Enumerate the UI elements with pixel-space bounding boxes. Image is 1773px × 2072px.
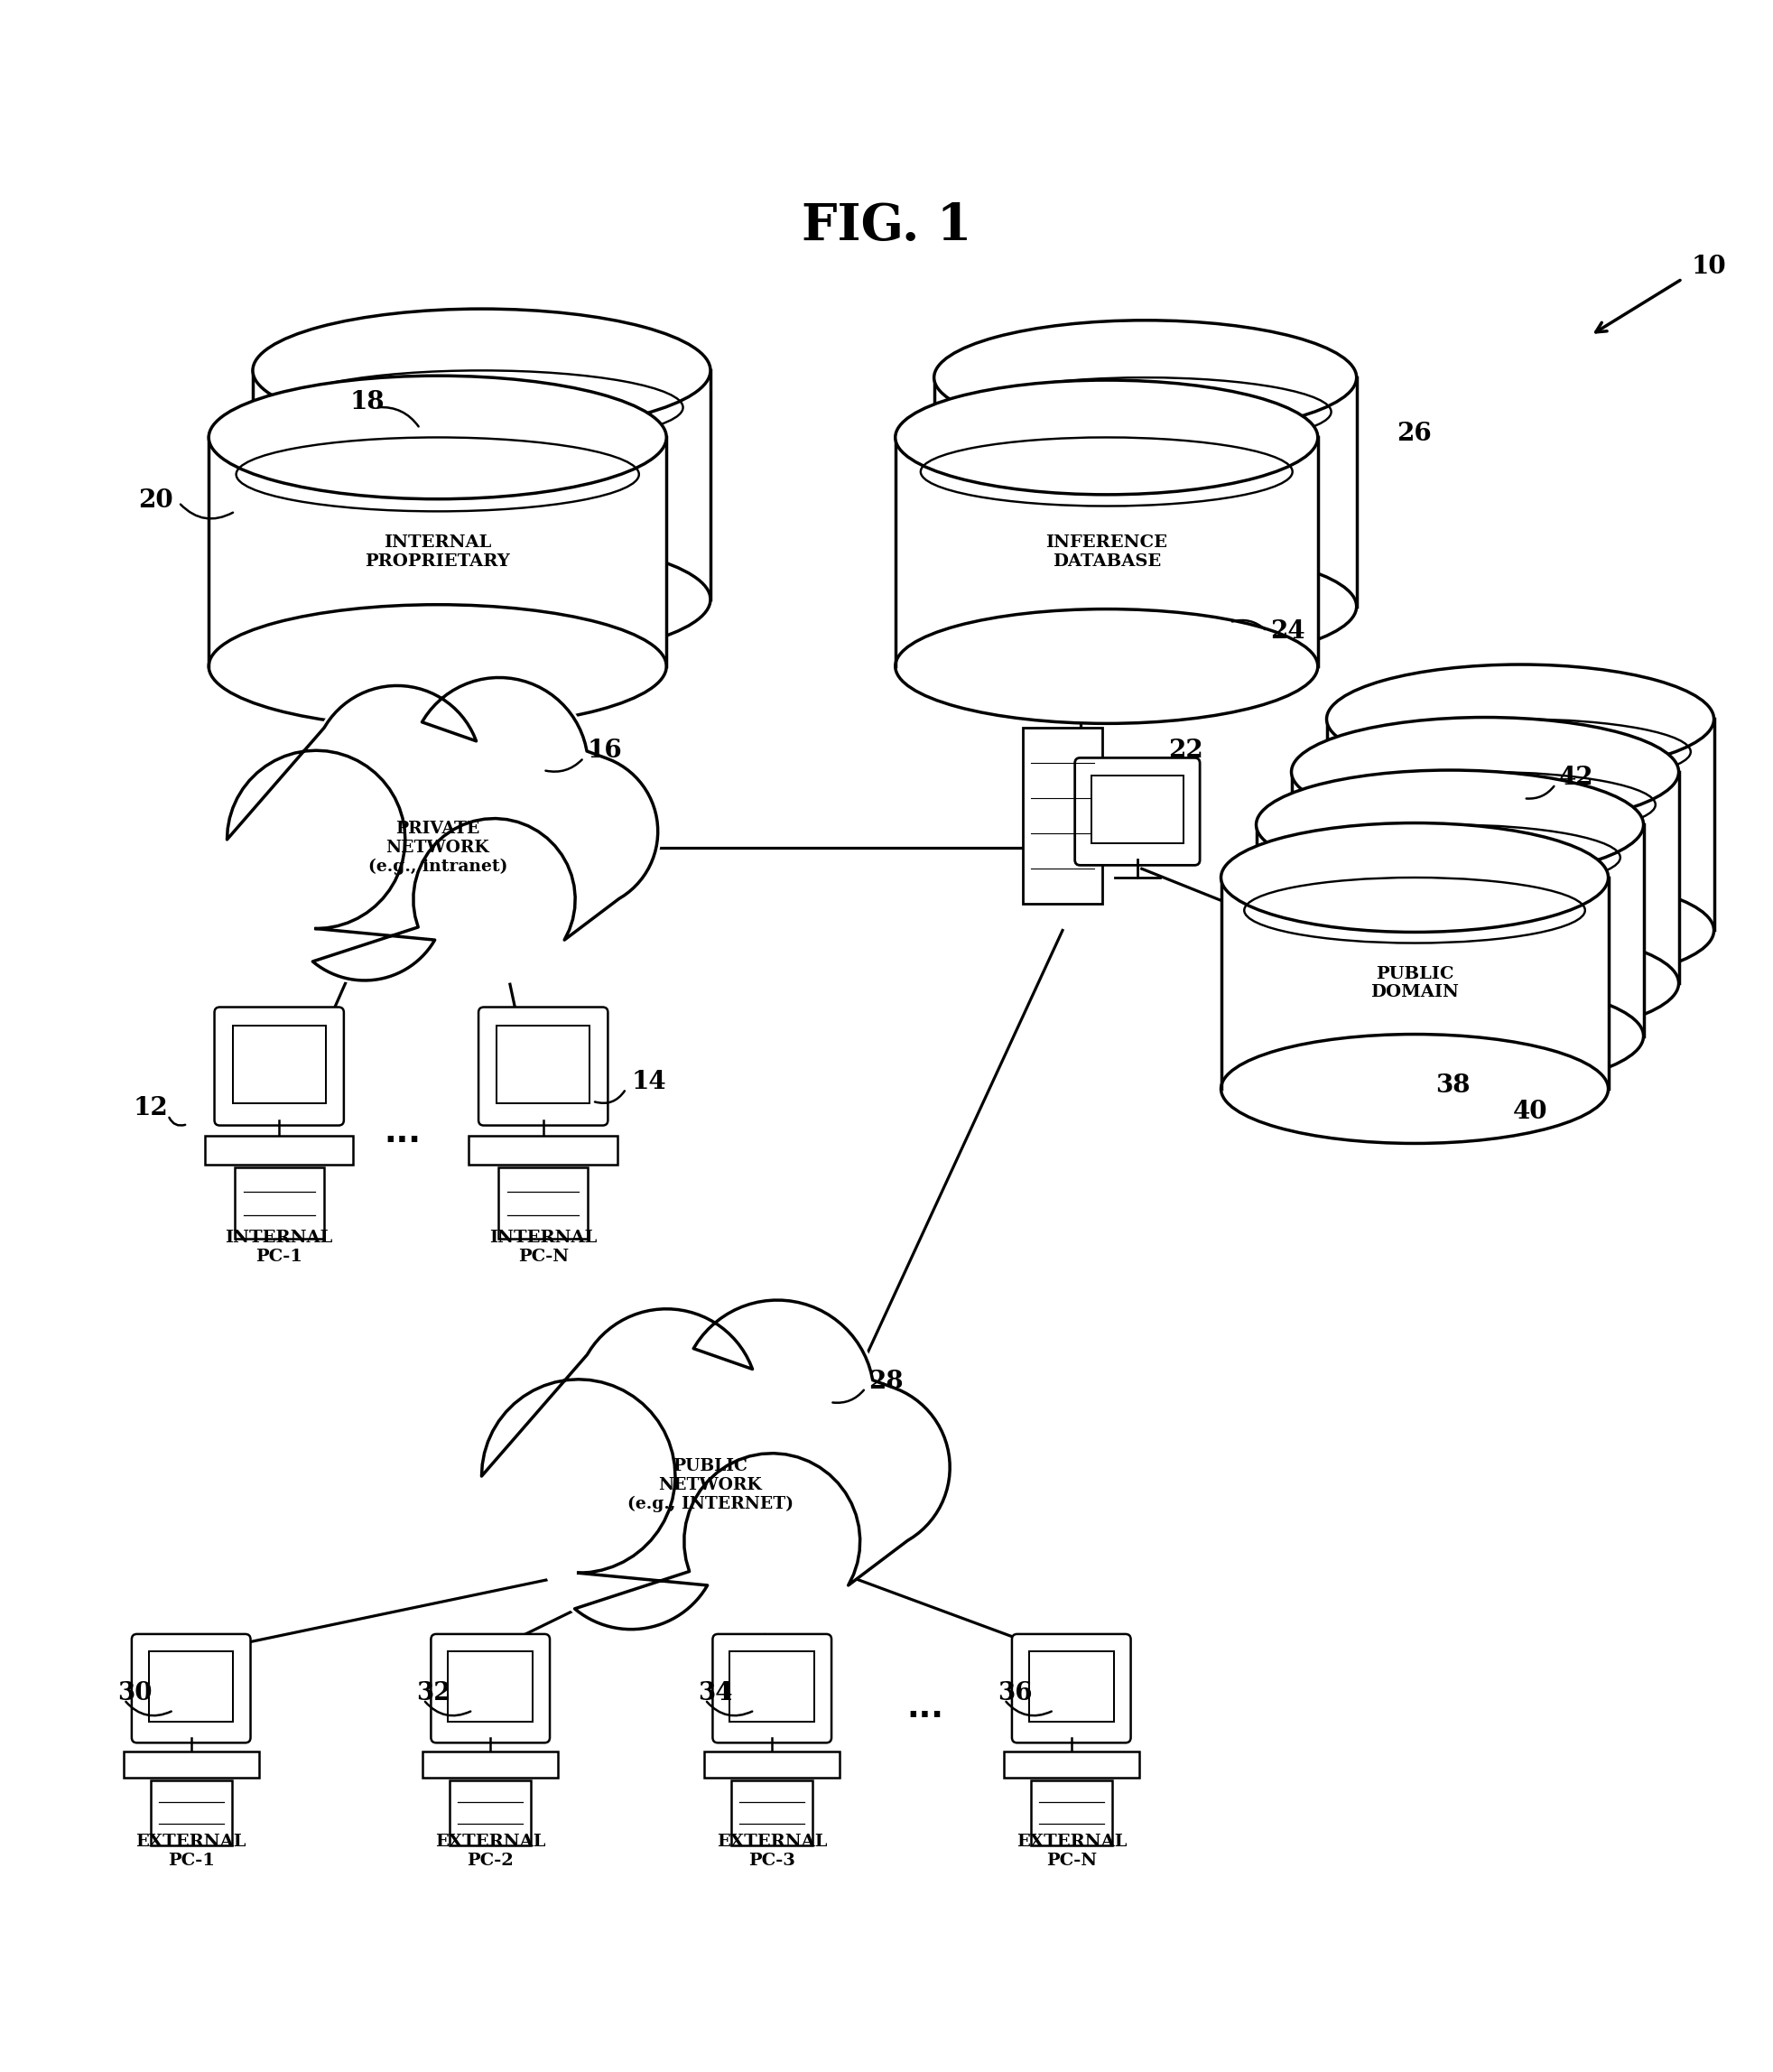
Text: 28: 28 (869, 1370, 904, 1394)
FancyBboxPatch shape (449, 1651, 532, 1722)
FancyBboxPatch shape (468, 1135, 617, 1164)
Ellipse shape (1257, 771, 1644, 879)
Text: 10: 10 (1691, 255, 1725, 280)
FancyBboxPatch shape (1092, 775, 1183, 843)
Polygon shape (1291, 773, 1679, 984)
Circle shape (280, 814, 449, 984)
Circle shape (777, 1380, 954, 1556)
Circle shape (410, 814, 578, 984)
Ellipse shape (209, 605, 667, 727)
FancyBboxPatch shape (450, 1780, 530, 1846)
Polygon shape (1326, 719, 1714, 930)
Ellipse shape (254, 309, 711, 433)
FancyBboxPatch shape (713, 1635, 832, 1743)
Ellipse shape (209, 375, 667, 499)
FancyBboxPatch shape (149, 1651, 234, 1722)
FancyBboxPatch shape (1023, 727, 1103, 903)
Text: ...: ... (906, 1693, 943, 1724)
FancyBboxPatch shape (498, 1169, 589, 1239)
Text: EXTERNAL
PC-N: EXTERNAL PC-N (1016, 1834, 1126, 1869)
Polygon shape (209, 437, 667, 667)
Ellipse shape (1222, 823, 1608, 932)
Circle shape (500, 750, 661, 912)
Text: INFERENCE
DATABASE: INFERENCE DATABASE (1046, 535, 1167, 570)
Text: PUBLIC
NETWORK
(e.g., INTERNET): PUBLIC NETWORK (e.g., INTERNET) (628, 1459, 794, 1513)
Text: 24: 24 (1269, 620, 1305, 644)
Polygon shape (895, 437, 1317, 667)
Polygon shape (227, 678, 658, 980)
FancyBboxPatch shape (1028, 1651, 1113, 1722)
Text: INTERNAL
PROPRIETARY: INTERNAL PROPRIETARY (365, 535, 511, 570)
Text: 26: 26 (1397, 423, 1433, 445)
Text: 34: 34 (699, 1680, 732, 1705)
FancyBboxPatch shape (431, 1635, 550, 1743)
Text: EXTERNAL
PC-2: EXTERNAL PC-2 (434, 1834, 546, 1869)
Polygon shape (482, 1299, 950, 1629)
Text: FIG. 1: FIG. 1 (801, 201, 972, 251)
FancyBboxPatch shape (1012, 1635, 1131, 1743)
FancyBboxPatch shape (730, 1651, 814, 1722)
Text: PRIVATE
NETWORK
(e.g., intranet): PRIVATE NETWORK (e.g., intranet) (369, 821, 507, 874)
Text: 38: 38 (1436, 1073, 1470, 1098)
Text: INTERNAL
PC-N: INTERNAL PC-N (489, 1231, 598, 1264)
Text: EXTERNAL
PC-3: EXTERNAL PC-3 (716, 1834, 828, 1869)
Text: 40: 40 (1512, 1100, 1548, 1125)
Polygon shape (1222, 879, 1608, 1088)
Text: 32: 32 (417, 1680, 452, 1705)
Circle shape (681, 1450, 863, 1633)
Ellipse shape (895, 609, 1317, 723)
FancyBboxPatch shape (1074, 758, 1200, 866)
Ellipse shape (1257, 982, 1644, 1090)
Text: EXTERNAL
PC-1: EXTERNAL PC-1 (137, 1834, 246, 1869)
FancyBboxPatch shape (215, 1007, 344, 1125)
Text: ...: ... (385, 1117, 420, 1148)
FancyBboxPatch shape (732, 1780, 812, 1846)
FancyBboxPatch shape (151, 1780, 232, 1846)
FancyBboxPatch shape (1030, 1780, 1112, 1846)
Circle shape (223, 748, 408, 932)
Ellipse shape (1291, 928, 1679, 1038)
Text: INTERNAL
PC-1: INTERNAL PC-1 (225, 1231, 333, 1264)
Text: 22: 22 (1168, 740, 1204, 762)
Text: 16: 16 (587, 740, 622, 762)
FancyBboxPatch shape (206, 1135, 353, 1164)
Circle shape (479, 1376, 679, 1577)
Ellipse shape (254, 539, 711, 661)
Ellipse shape (934, 321, 1356, 435)
Text: 12: 12 (133, 1096, 168, 1121)
FancyBboxPatch shape (232, 1026, 326, 1102)
FancyBboxPatch shape (479, 1007, 608, 1125)
Text: 14: 14 (631, 1069, 667, 1094)
Ellipse shape (1222, 1034, 1608, 1144)
FancyBboxPatch shape (131, 1635, 250, 1743)
Ellipse shape (895, 379, 1317, 495)
Text: PUBLIC
DOMAIN: PUBLIC DOMAIN (1371, 966, 1459, 1001)
Text: 30: 30 (117, 1680, 152, 1705)
Ellipse shape (1326, 876, 1714, 984)
Circle shape (406, 673, 592, 860)
Text: 20: 20 (138, 489, 174, 514)
FancyBboxPatch shape (422, 1753, 558, 1778)
FancyBboxPatch shape (704, 1753, 840, 1778)
Text: 18: 18 (349, 390, 385, 414)
Text: 36: 36 (998, 1680, 1032, 1705)
Circle shape (571, 1305, 762, 1496)
FancyBboxPatch shape (234, 1169, 324, 1239)
Text: 42: 42 (1558, 765, 1594, 789)
Circle shape (310, 682, 484, 858)
Ellipse shape (1291, 717, 1679, 827)
Polygon shape (254, 371, 711, 599)
FancyBboxPatch shape (1004, 1753, 1138, 1778)
Polygon shape (1257, 825, 1644, 1036)
FancyBboxPatch shape (496, 1026, 590, 1102)
Circle shape (677, 1297, 878, 1498)
FancyBboxPatch shape (124, 1753, 259, 1778)
Ellipse shape (1326, 665, 1714, 773)
Circle shape (539, 1450, 723, 1633)
Ellipse shape (934, 549, 1356, 663)
Polygon shape (934, 377, 1356, 607)
